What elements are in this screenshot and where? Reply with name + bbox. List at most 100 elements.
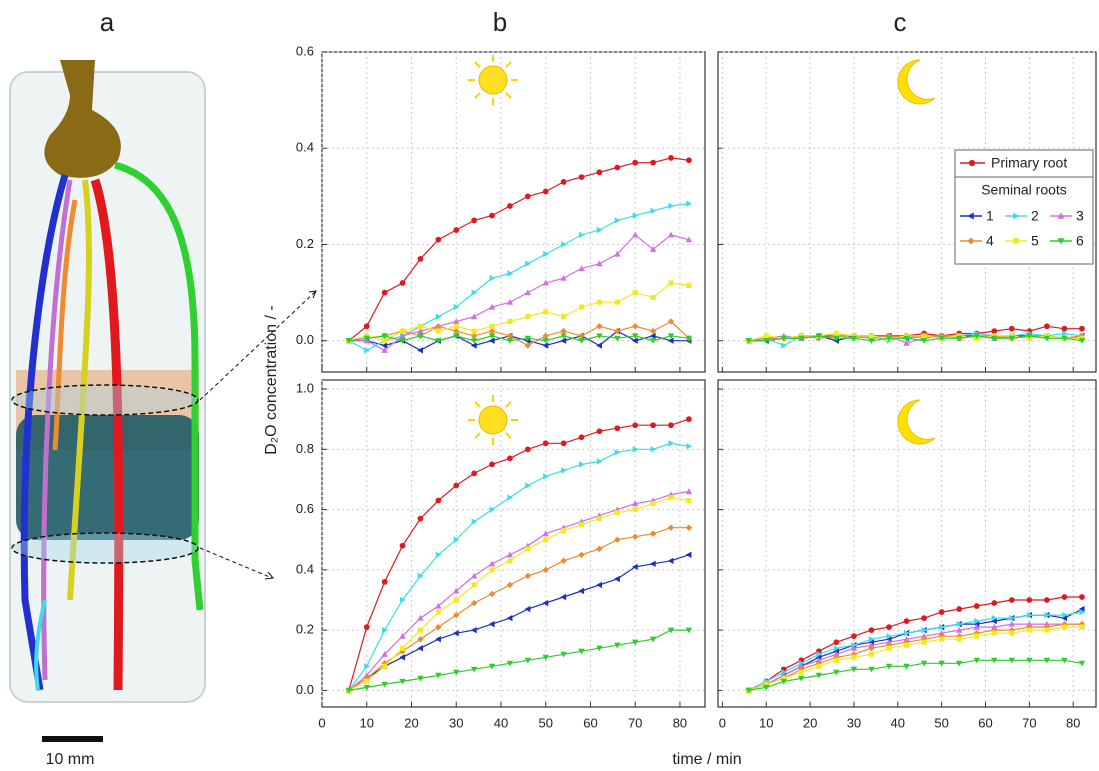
marker xyxy=(525,482,532,489)
marker xyxy=(578,338,585,344)
x-tick-label: 50 xyxy=(538,715,552,730)
marker xyxy=(632,333,639,340)
marker xyxy=(470,666,478,673)
marker xyxy=(542,440,549,447)
marker xyxy=(382,626,388,634)
marker xyxy=(578,551,585,559)
marker xyxy=(686,200,693,207)
marker xyxy=(470,599,478,607)
marker xyxy=(685,627,693,634)
marker xyxy=(381,579,388,585)
marker xyxy=(938,609,945,615)
marker xyxy=(561,241,567,248)
marker xyxy=(542,530,549,537)
marker xyxy=(815,333,823,340)
series-line xyxy=(748,623,1082,691)
marker xyxy=(650,446,657,453)
marker xyxy=(560,440,567,447)
moon-icon xyxy=(897,399,936,445)
marker xyxy=(686,497,692,504)
marker xyxy=(507,203,513,209)
marker xyxy=(1079,594,1085,600)
marker xyxy=(833,651,840,657)
marker xyxy=(780,335,787,342)
marker xyxy=(417,645,423,652)
marker xyxy=(524,657,532,664)
marker xyxy=(973,620,980,628)
marker xyxy=(886,624,892,631)
marker xyxy=(667,524,675,531)
marker xyxy=(560,557,567,565)
marker xyxy=(833,639,840,646)
marker xyxy=(596,458,603,465)
marker xyxy=(1043,620,1051,627)
marker xyxy=(650,501,656,507)
marker xyxy=(685,335,693,342)
marker xyxy=(685,236,693,243)
marker xyxy=(1061,624,1067,630)
marker xyxy=(524,446,531,453)
marker xyxy=(596,333,603,340)
marker xyxy=(956,620,963,628)
marker xyxy=(578,522,585,528)
marker xyxy=(833,648,839,655)
marker xyxy=(868,642,875,648)
marker xyxy=(1026,627,1032,633)
marker xyxy=(489,567,495,573)
marker xyxy=(596,581,602,589)
marker xyxy=(453,227,460,233)
marker xyxy=(956,606,963,612)
marker xyxy=(955,660,963,667)
marker xyxy=(991,600,998,606)
marker xyxy=(453,669,460,676)
marker xyxy=(471,470,478,477)
x-tick-label: 20 xyxy=(803,715,817,730)
marker xyxy=(471,289,478,296)
marker xyxy=(363,335,370,342)
marker xyxy=(560,333,567,340)
marker xyxy=(868,645,875,652)
marker xyxy=(524,572,532,580)
marker xyxy=(435,623,442,631)
marker xyxy=(417,256,424,262)
marker xyxy=(921,333,927,339)
marker xyxy=(763,333,769,339)
marker xyxy=(886,645,892,651)
marker xyxy=(686,157,692,164)
marker xyxy=(435,323,442,330)
marker xyxy=(489,274,496,282)
marker xyxy=(506,581,514,589)
marker xyxy=(668,202,675,210)
marker xyxy=(488,663,496,670)
marker xyxy=(399,338,406,344)
marker xyxy=(667,557,674,565)
series-line xyxy=(748,596,1082,691)
marker xyxy=(1044,611,1051,619)
marker xyxy=(668,422,674,429)
marker xyxy=(632,422,639,429)
marker xyxy=(938,660,945,667)
marker xyxy=(453,587,460,594)
marker xyxy=(973,623,980,630)
marker xyxy=(417,323,423,329)
marker xyxy=(885,635,892,643)
marker xyxy=(833,330,839,337)
marker xyxy=(1044,627,1050,633)
marker xyxy=(1009,614,1016,622)
marker xyxy=(686,416,692,423)
x-axis-label: time / min xyxy=(672,751,741,768)
marker xyxy=(921,639,927,645)
marker xyxy=(488,620,495,628)
marker xyxy=(850,335,858,342)
marker xyxy=(417,635,424,643)
x-tick-label: 50 xyxy=(934,715,948,730)
marker xyxy=(1013,238,1019,244)
marker xyxy=(868,635,875,643)
marker xyxy=(364,663,370,670)
series-line xyxy=(348,442,689,691)
marker xyxy=(833,335,840,342)
marker xyxy=(435,635,441,643)
marker xyxy=(345,687,353,694)
marker xyxy=(955,632,963,640)
marker xyxy=(1057,238,1065,245)
